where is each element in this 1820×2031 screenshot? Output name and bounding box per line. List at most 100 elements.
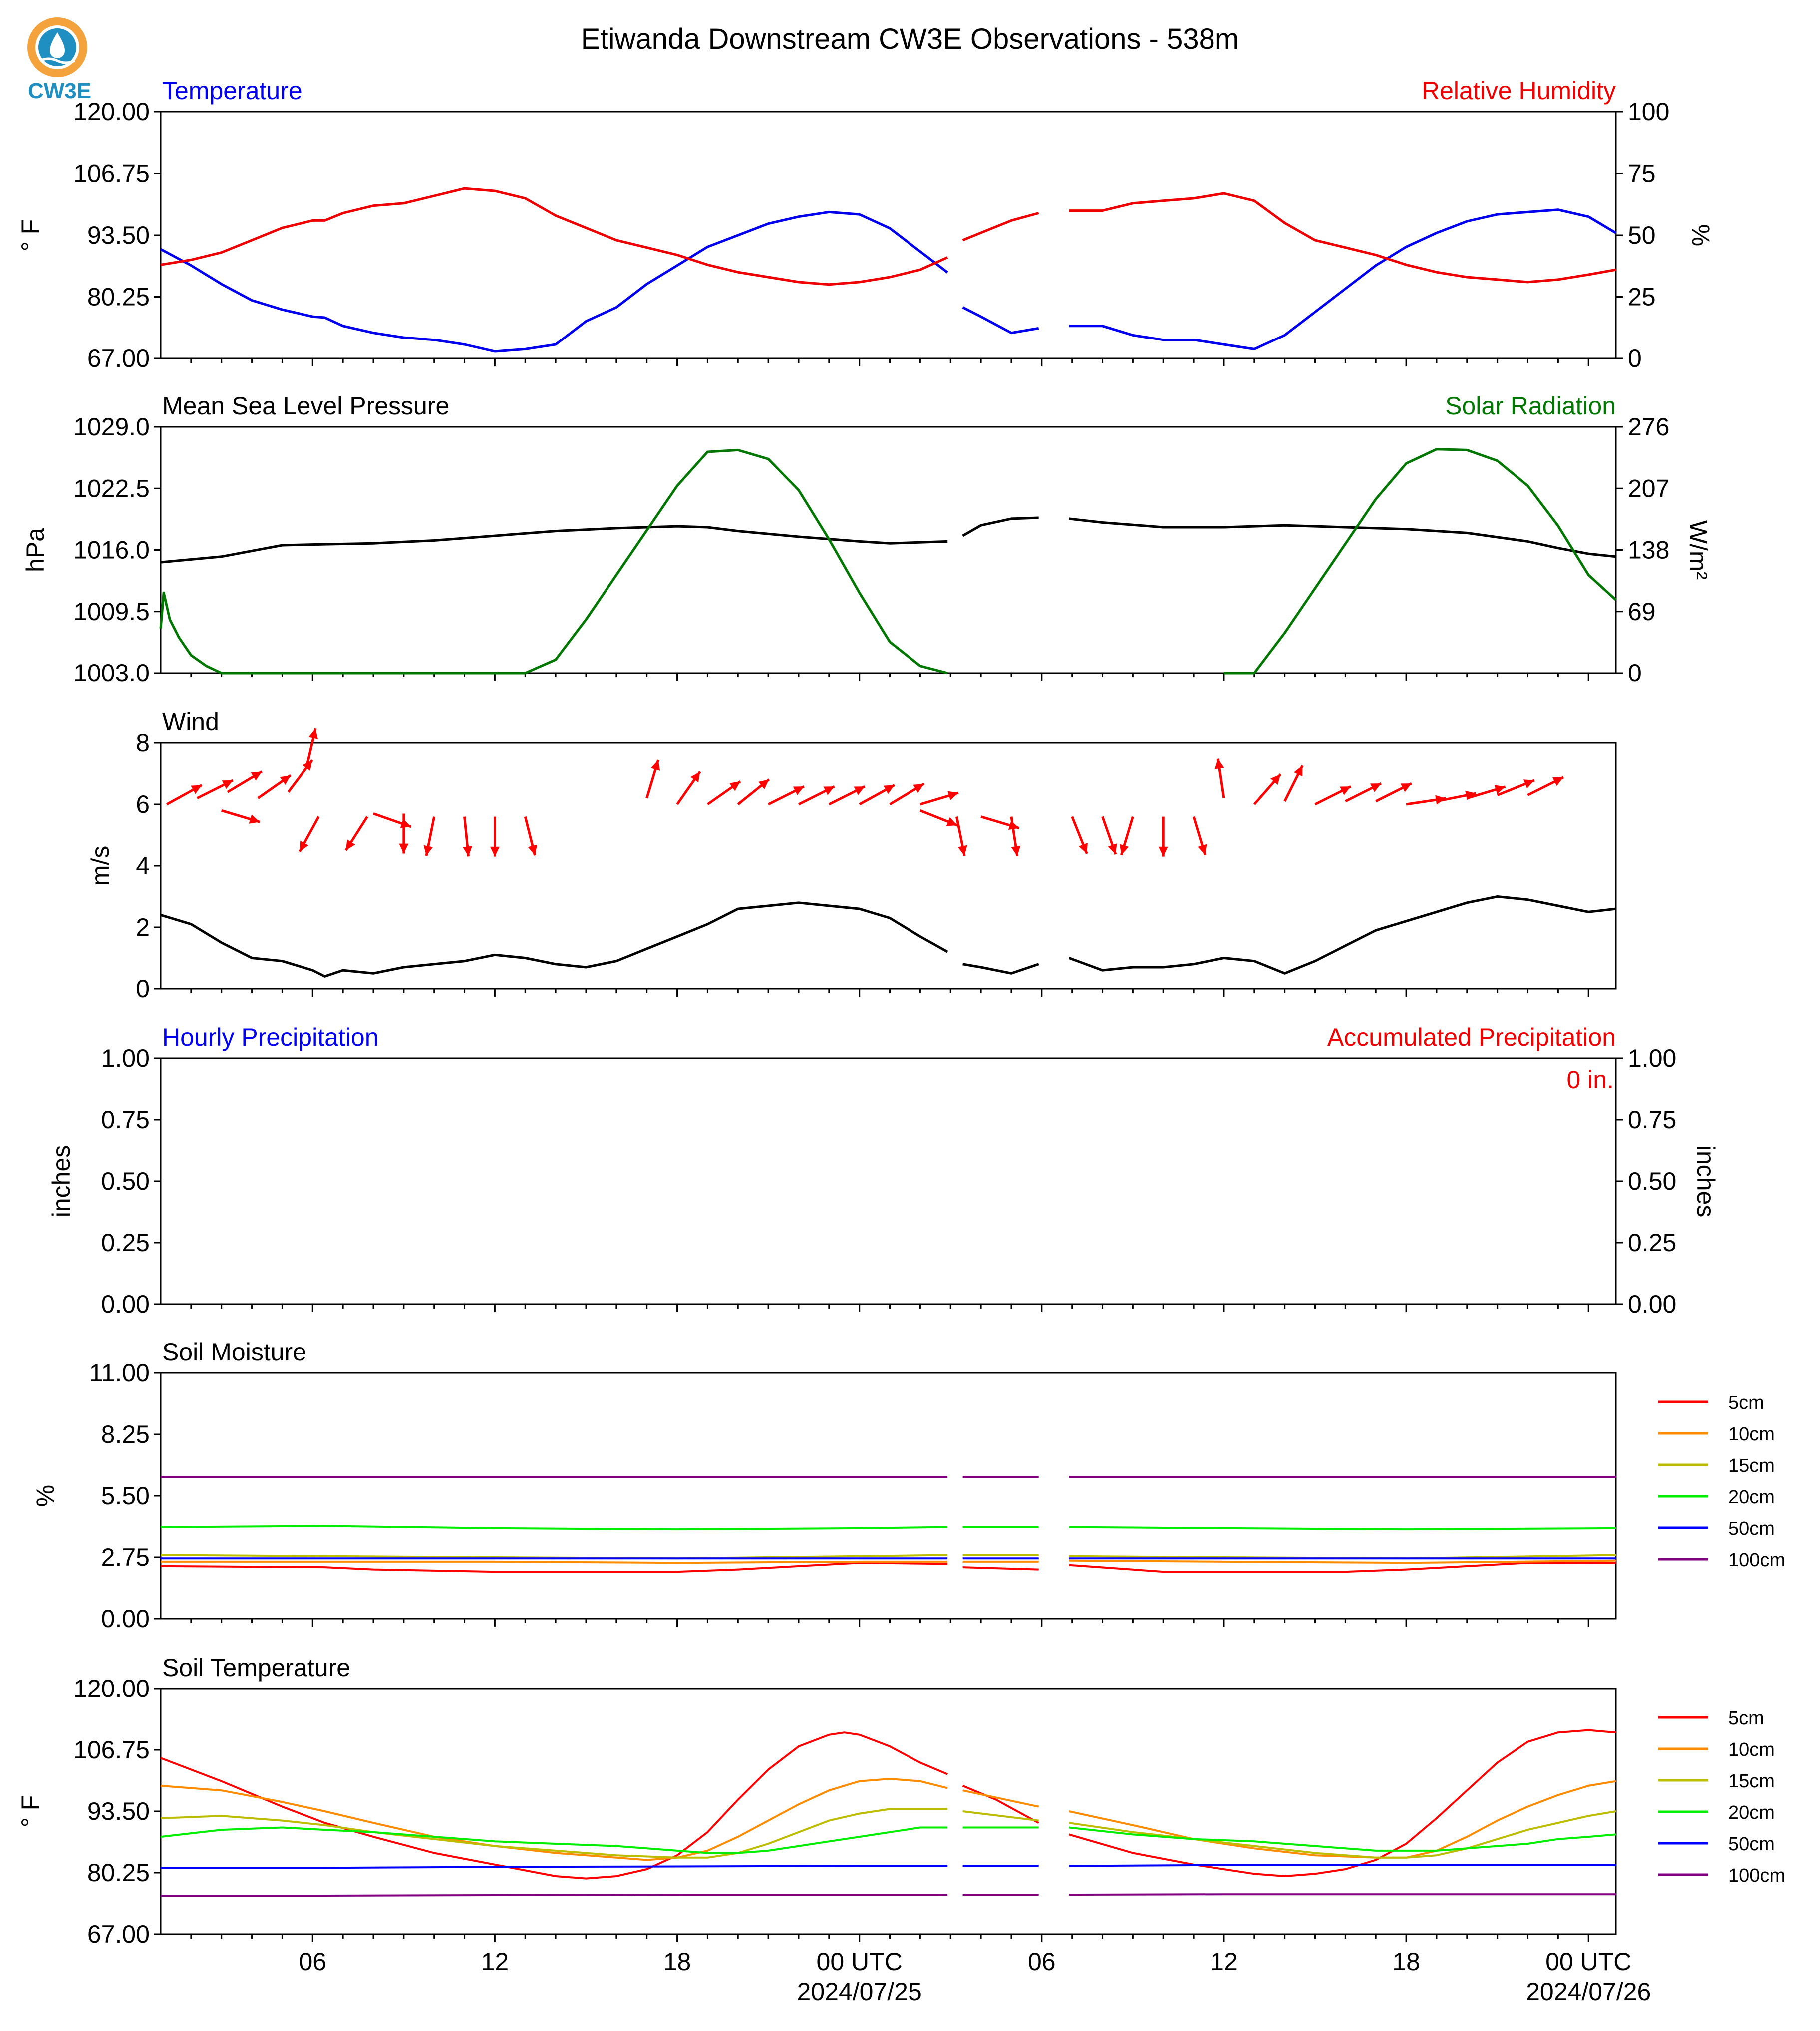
x-tick-label: 12 bbox=[481, 1948, 509, 1976]
y-tick-label: 1009.5 bbox=[73, 598, 150, 626]
panel-soil_temp bbox=[154, 1688, 1708, 1942]
panel-frame bbox=[160, 111, 1617, 359]
legend-label: 10cm bbox=[1728, 1739, 1775, 1760]
y2-tick-label: 276 bbox=[1628, 413, 1669, 441]
y2-tick-label: 138 bbox=[1628, 536, 1669, 564]
wind-arrowhead bbox=[490, 846, 500, 857]
y2-tick-label: 0.00 bbox=[1628, 1290, 1676, 1318]
series-20cm bbox=[160, 1826, 1616, 1854]
y-axis-label: inches bbox=[47, 1145, 75, 1218]
series-wind-speed bbox=[160, 895, 1616, 978]
wind-arrowhead bbox=[913, 783, 924, 793]
figure-title: Etiwanda Downstream CW3E Observations - … bbox=[581, 23, 1239, 55]
wind-arrowhead bbox=[758, 779, 769, 789]
wind-arrowhead bbox=[399, 843, 409, 854]
y-tick-label: 2.75 bbox=[101, 1543, 150, 1571]
y2-axis-label: inches bbox=[1692, 1145, 1720, 1218]
y-tick-label: 2 bbox=[136, 913, 150, 941]
legend-label: 15cm bbox=[1728, 1455, 1775, 1476]
wind-arrowhead bbox=[1158, 846, 1168, 857]
y2-tick-label: 1.00 bbox=[1628, 1044, 1676, 1072]
panel-left-title: Temperature bbox=[162, 77, 303, 105]
y2-tick-label: 0 bbox=[1628, 659, 1642, 687]
y2-tick-label: 0 bbox=[1628, 344, 1642, 372]
wind-arrowhead bbox=[1108, 843, 1117, 855]
x-tick-label: 12 bbox=[1210, 1948, 1238, 1976]
panel-left-title: Soil Temperature bbox=[162, 1654, 350, 1682]
y-tick-label: 80.25 bbox=[87, 283, 150, 311]
wind-arrowhead bbox=[308, 728, 318, 739]
wind-arrowhead bbox=[249, 814, 260, 824]
panel-right-title: Solar Radiation bbox=[1445, 392, 1616, 420]
wind-arrowhead bbox=[1523, 779, 1534, 789]
x-tick-label: 06 bbox=[1028, 1948, 1056, 1976]
y-tick-label: 1003.0 bbox=[73, 659, 150, 687]
series-100cm bbox=[161, 1893, 1616, 1897]
wind-arrowhead bbox=[729, 781, 740, 791]
y-tick-label: 106.75 bbox=[73, 1736, 150, 1764]
wind-arrowhead bbox=[1011, 845, 1021, 856]
panel-temp_rh bbox=[154, 111, 1623, 366]
y2-tick-label: 69 bbox=[1628, 598, 1656, 626]
wind-arrowhead bbox=[300, 840, 309, 852]
panel-frame bbox=[160, 426, 1617, 674]
wind-arrowhead bbox=[946, 817, 957, 826]
legend-label: 5cm bbox=[1728, 1708, 1764, 1729]
legend-label: 15cm bbox=[1728, 1771, 1775, 1792]
panel-pressure_solar bbox=[154, 426, 1623, 681]
y2-tick-label: 100 bbox=[1628, 98, 1669, 126]
panel-frame bbox=[160, 742, 1617, 990]
x-tick-label: 18 bbox=[663, 1948, 691, 1976]
y-tick-label: 5.50 bbox=[101, 1482, 150, 1510]
y-tick-label: 120.00 bbox=[73, 1675, 150, 1702]
series-5cm bbox=[160, 1562, 1616, 1573]
panel-right-title: Relative Humidity bbox=[1422, 77, 1616, 105]
legend-label: 100cm bbox=[1728, 1865, 1785, 1886]
legend-label: 50cm bbox=[1728, 1518, 1775, 1539]
wind-arrowhead bbox=[423, 845, 433, 856]
y-axis-label: ° F bbox=[16, 219, 44, 251]
wind-arrowhead bbox=[251, 771, 262, 781]
y-tick-label: 80.25 bbox=[87, 1859, 150, 1887]
wind-arrowhead bbox=[650, 760, 660, 771]
panel-frame bbox=[160, 1688, 1617, 1935]
wind-arrowhead bbox=[957, 845, 967, 856]
y-tick-label: 8.25 bbox=[101, 1420, 150, 1448]
y-tick-label: 1016.0 bbox=[73, 536, 150, 564]
series-5cm bbox=[160, 1729, 1616, 1880]
wind-arrowhead bbox=[690, 771, 700, 783]
y-tick-label: 93.50 bbox=[87, 221, 150, 249]
wind-arrowhead bbox=[1370, 783, 1381, 792]
y2-tick-label: 25 bbox=[1628, 283, 1656, 311]
y2-axis-label: W/m² bbox=[1684, 520, 1712, 580]
logo-text: CW3E bbox=[28, 79, 92, 103]
y-tick-label: 106.75 bbox=[73, 160, 150, 188]
y-tick-label: 0.75 bbox=[101, 1106, 150, 1134]
wind-arrowhead bbox=[280, 775, 291, 785]
y-tick-label: 4 bbox=[136, 852, 150, 880]
wind-arrowhead bbox=[191, 785, 202, 794]
y-tick-label: 1.00 bbox=[101, 1044, 150, 1072]
wind-arrowhead bbox=[823, 786, 835, 795]
panel-frame bbox=[160, 1372, 1617, 1620]
wind-arrowhead bbox=[1079, 842, 1088, 854]
y2-tick-label: 0.75 bbox=[1628, 1106, 1676, 1134]
wind-arrowhead bbox=[793, 786, 804, 795]
wind-arrowhead bbox=[400, 819, 411, 828]
y2-tick-label: 207 bbox=[1628, 474, 1669, 502]
y-tick-label: 0 bbox=[136, 975, 150, 1003]
wind-arrowhead bbox=[463, 846, 473, 857]
wind-arrowhead bbox=[1400, 783, 1412, 792]
accum-precip-total: 0 in. bbox=[1566, 1066, 1614, 1094]
y-tick-label: 0.25 bbox=[101, 1229, 150, 1257]
series-relative-humidity bbox=[160, 187, 1616, 286]
x-tick-label: 06 bbox=[299, 1948, 326, 1976]
wind-arrowhead bbox=[222, 780, 233, 789]
panel-precip bbox=[154, 1057, 1623, 1312]
y-tick-label: 67.00 bbox=[87, 1920, 150, 1948]
panel-left-title: Soil Moisture bbox=[162, 1338, 306, 1366]
panel-right-title: Accumulated Precipitation bbox=[1327, 1023, 1616, 1051]
legend-label: 5cm bbox=[1728, 1392, 1764, 1413]
y2-tick-label: 50 bbox=[1628, 221, 1656, 249]
